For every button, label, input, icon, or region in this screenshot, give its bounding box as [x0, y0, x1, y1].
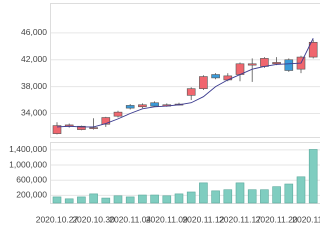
candle-body: [77, 125, 86, 130]
x-tick-label: 2020.11.17: [219, 214, 261, 224]
volume-bar: [77, 196, 86, 204]
y-tick-label: 34,000: [21, 108, 47, 118]
candle-body: [272, 62, 281, 65]
moving-average: [56, 38, 314, 128]
candle-body: [260, 58, 269, 67]
y-tick-label: 1,000,000: [9, 159, 47, 169]
candle-body: [186, 88, 196, 96]
volume-bar: [162, 195, 172, 204]
volume-bar: [211, 190, 220, 204]
volume-bar: [272, 186, 281, 204]
volume-panel: [50, 142, 320, 204]
candle-body: [101, 117, 111, 125]
candle-body: [125, 105, 135, 109]
candle-body: [223, 75, 233, 81]
volume-bar: [296, 176, 306, 204]
chart: 34,000 38,000 42,000 46,000 200,000 600,000 1,…: [9, 3, 320, 224]
candle-body: [211, 74, 220, 79]
price-panel: [50, 3, 320, 138]
x-tick-label: 2020.10.30: [72, 214, 115, 224]
candle-body: [113, 111, 123, 117]
volume-bar: [223, 189, 233, 204]
y-tick-label: 46,000: [21, 27, 47, 37]
volume-bar: [186, 191, 196, 204]
candle-body: [308, 41, 318, 58]
y-tick-label: 600,000: [16, 174, 47, 184]
volume-bar: [52, 196, 62, 204]
candle-body: [247, 63, 257, 66]
volume-bar: [150, 194, 159, 204]
candle-body: [89, 127, 98, 129]
x-tick-label: 2020.11.12: [182, 214, 224, 224]
x-tick-label: 2020.10.27: [36, 214, 79, 224]
volume-bar: [284, 183, 294, 204]
volume-bar: [89, 193, 98, 204]
candle-body: [199, 76, 208, 89]
volume-bar: [101, 197, 111, 204]
y-tick-label: 1,400,000: [9, 144, 47, 154]
x-tick-label: 2020.11.25: [292, 214, 320, 224]
volume-bar: [247, 189, 257, 204]
y-tick-label: 200,000: [16, 190, 47, 200]
volume-bar: [260, 189, 269, 204]
candle-body: [52, 125, 62, 134]
y-tick-label: 38,000: [21, 81, 47, 91]
volume-bar: [199, 182, 208, 204]
volume-bar: [308, 149, 318, 204]
candle-body: [150, 102, 159, 107]
candle-body: [138, 104, 147, 108]
y-tick-label: 42,000: [21, 54, 47, 64]
volume-bar: [64, 198, 74, 204]
x-tick-label: 2020.11.20: [256, 214, 298, 224]
x-tick-label: 2020.11.09: [146, 214, 188, 224]
volume-bar: [125, 196, 135, 204]
volume-bar: [113, 195, 123, 204]
volume-bar: [174, 193, 184, 204]
volume-bar: [138, 194, 147, 204]
page: 34,000 38,000 42,000 46,000 200,000 600,000 1,…: [9, 3, 320, 225]
x-tick-label: 2020.11.04: [109, 214, 151, 224]
volume-bar: [235, 182, 245, 204]
candle-body: [284, 59, 294, 71]
